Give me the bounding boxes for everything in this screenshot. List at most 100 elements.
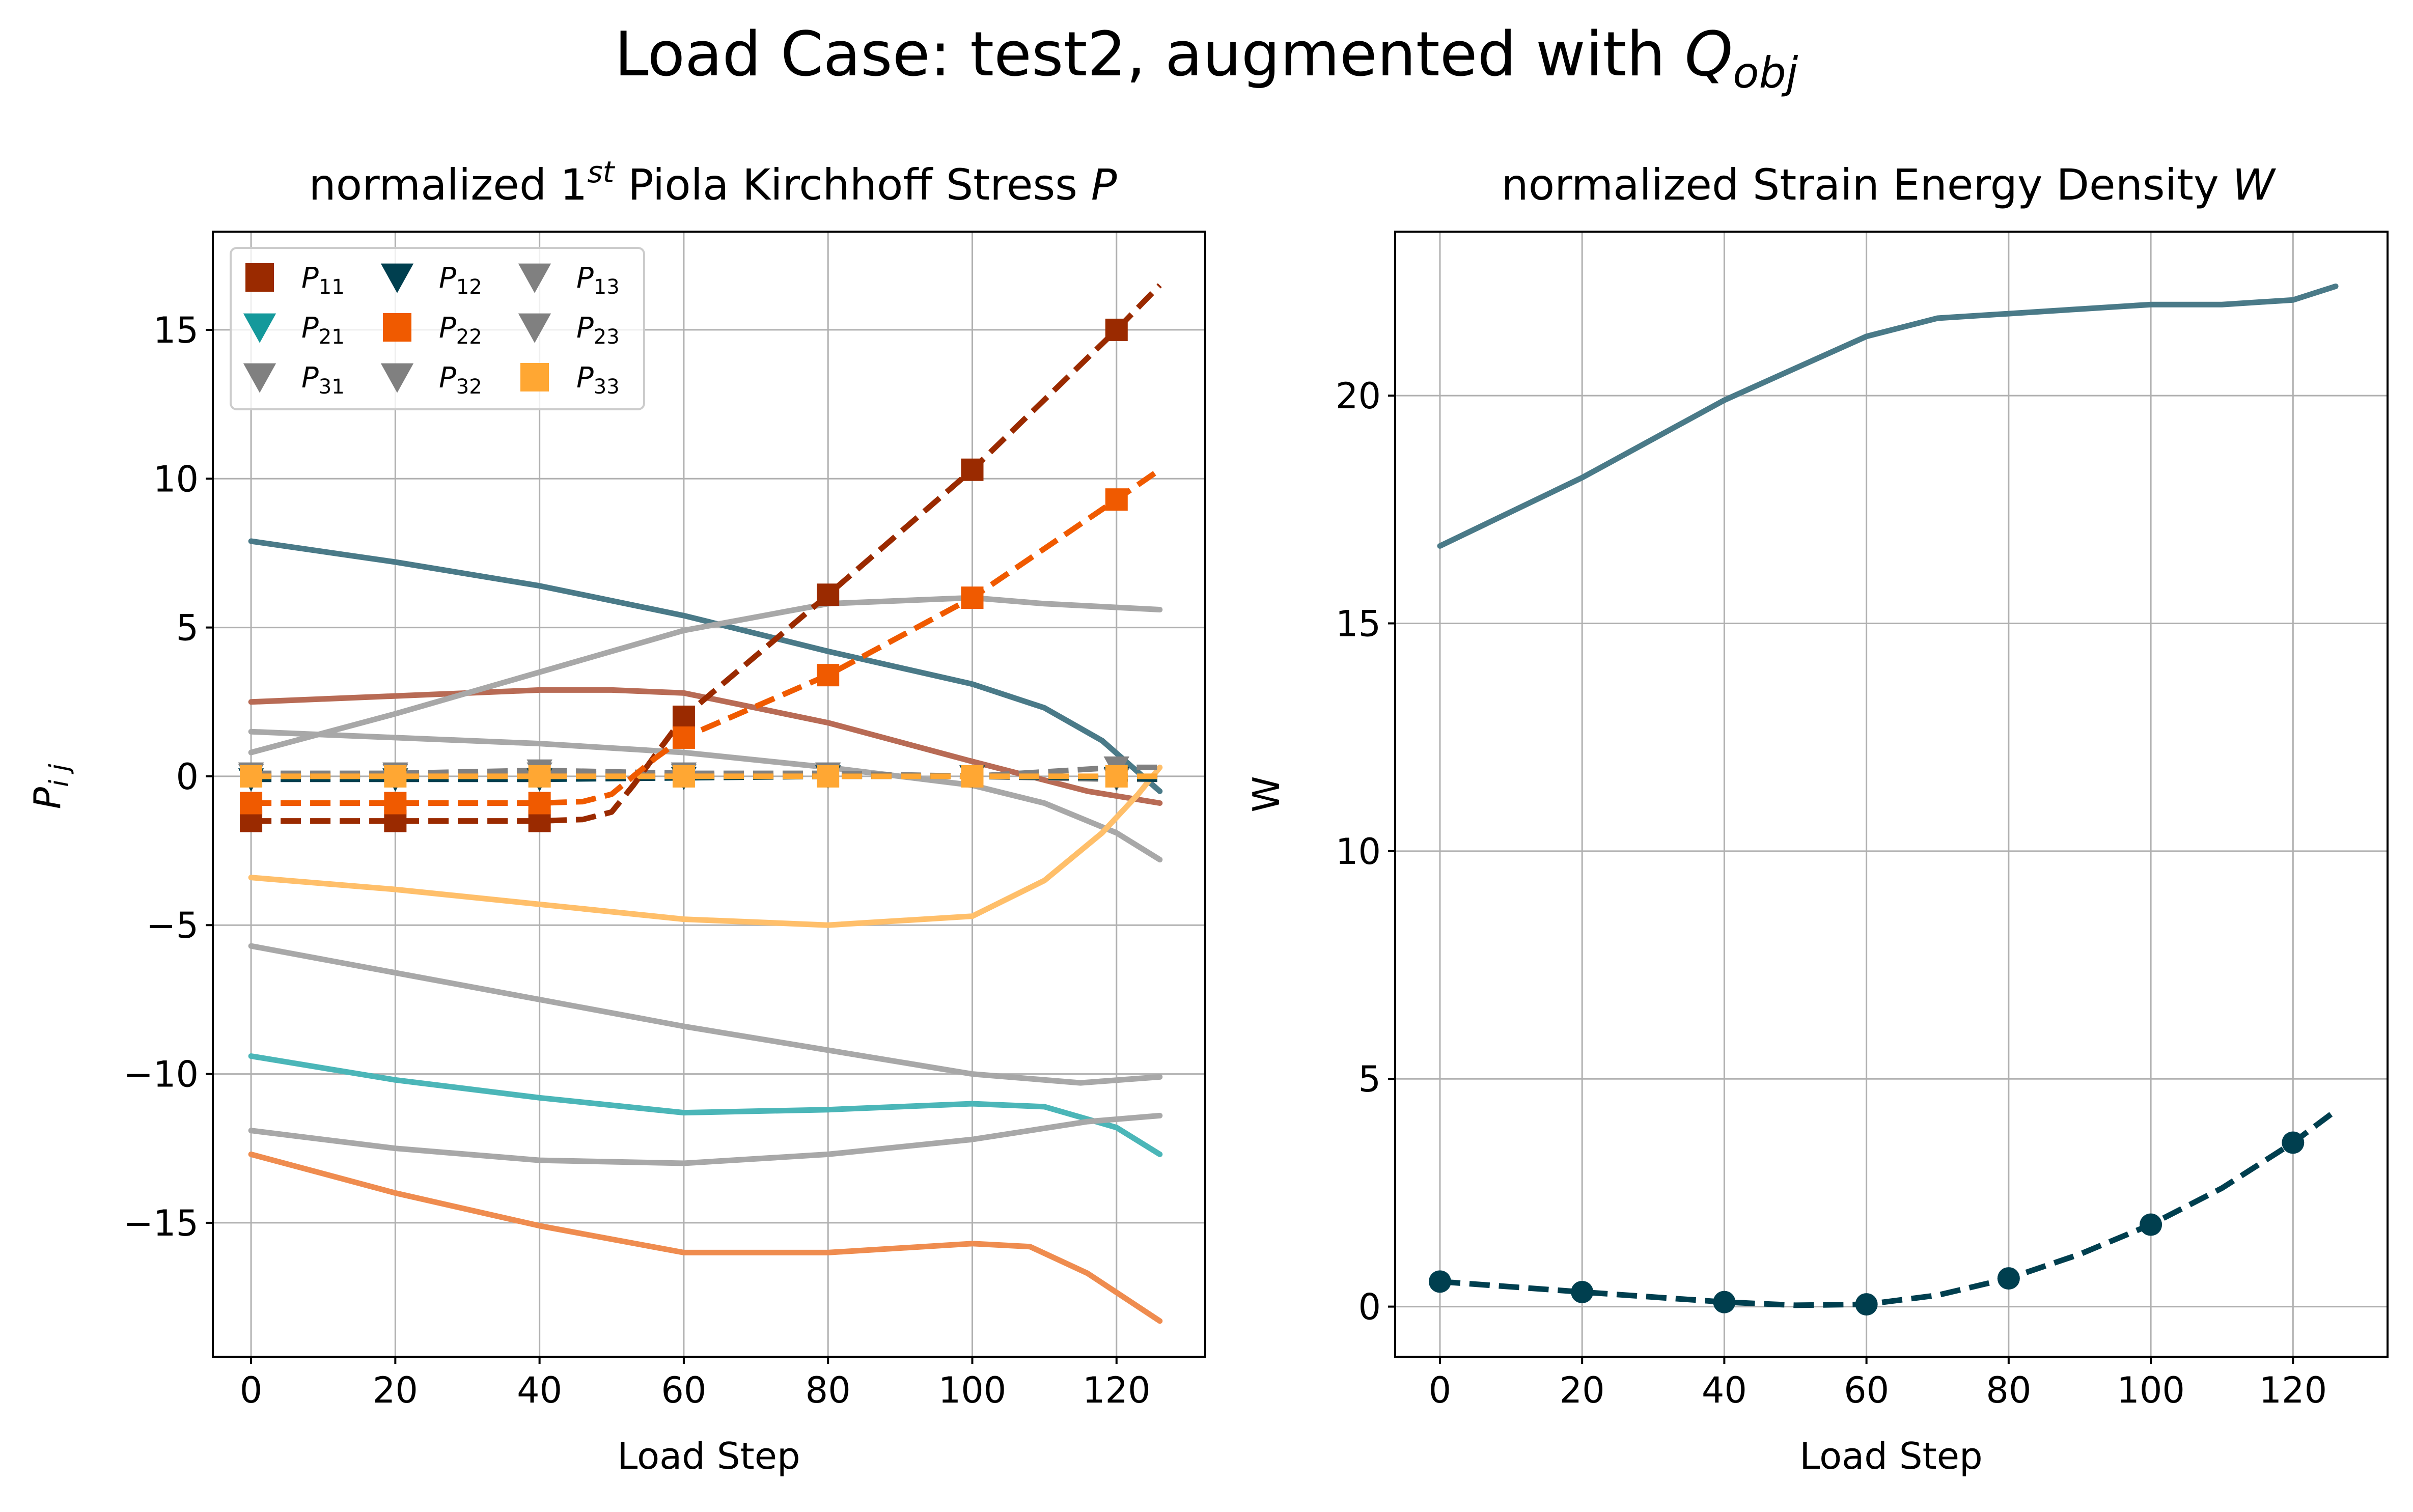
stress-data-marker [961, 458, 984, 481]
stress-xtick-label: 40 [517, 1369, 562, 1411]
legend-items: P11 P12 P13 P21 P22 P23 P31 P32 P33 [243, 262, 620, 399]
energy-axes-frame [1394, 231, 2389, 1358]
stress-solid-series-line [248, 764, 1163, 928]
stress-title-main: normalized 1 [309, 160, 588, 210]
energy-xtick-label: 40 [1702, 1369, 1747, 1411]
energy-grid [1395, 232, 2388, 1357]
energy-data-marker [1428, 1270, 1451, 1293]
energy-ticks: 0 20 40 60 80 100 120 0 5 10 15 20 [1336, 375, 2327, 1411]
stress-data-marker [672, 705, 695, 728]
figure-suptitle: Load Case: test2, augmented with Qobj [615, 19, 1798, 98]
stress-ticks: 0 20 40 60 80 100 120 −15 −10 −5 0 5 10 15 [123, 310, 1150, 1411]
stress-axes-frame [212, 231, 1206, 1358]
energy-chart-title: normalized Strain Energy Density W [1502, 160, 2277, 210]
legend-marker-p13 [518, 263, 551, 293]
suptitle-main-text: Load Case: test2, augmented with [615, 19, 1685, 90]
energy-data-marker [1855, 1293, 1878, 1316]
stress-xtick-label: 100 [938, 1369, 1007, 1411]
stress-solid-series-line [248, 538, 1163, 794]
stress-ylabel-sub: i j [44, 764, 75, 787]
stress-data-marker [384, 792, 407, 815]
stress-ytick-label: −5 [146, 905, 199, 946]
stress-solid-series-line [248, 943, 1163, 1086]
stress-xtick-label: 20 [373, 1369, 418, 1411]
legend-marker-p33 [520, 363, 549, 391]
energy-xtick-label: 20 [1560, 1369, 1605, 1411]
stress-data-marker [528, 792, 551, 815]
energy-xtick-label: 100 [2117, 1369, 2185, 1411]
legend-label-p33: P33 [576, 361, 620, 399]
legend-marker-p23 [518, 313, 551, 343]
energy-title-variable: W [2232, 160, 2276, 210]
stress-data-marker [961, 765, 984, 788]
stress-xlabel: Load Step [617, 1435, 800, 1477]
stress-data-marker [240, 792, 263, 815]
stress-chart-title: normalized 1st Piola Kirchhoff Stress P [309, 155, 1117, 210]
energy-xtick-label: 80 [1986, 1369, 2031, 1411]
energy-xtick-label: 0 [1429, 1369, 1452, 1411]
energy-ytick-label: 10 [1336, 831, 1381, 873]
legend-marker-p21 [243, 313, 276, 343]
stress-solid-series-line [248, 687, 1163, 806]
stress-legend: P11 P12 P13 P21 P22 P23 P31 P32 P33 [230, 247, 645, 410]
energy-dashed-series-line [1439, 1108, 2338, 1308]
stress-solid-series-line [248, 1112, 1163, 1166]
stress-data-marker [1105, 318, 1128, 341]
legend-marker-p11 [245, 263, 274, 292]
stress-data-marker [1105, 765, 1128, 788]
stress-ytick-label: −10 [123, 1054, 199, 1096]
stress-ytick-label: 0 [176, 756, 199, 798]
legend-label-p21: P21 [301, 312, 345, 349]
stress-data-marker [384, 765, 407, 788]
energy-data-marker [1997, 1267, 2020, 1290]
legend-label-p13: P13 [576, 262, 620, 299]
stress-series [238, 283, 1163, 1324]
energy-ytick-label: 5 [1358, 1058, 1381, 1100]
energy-xtick-label: 60 [1844, 1369, 1889, 1411]
energy-ytick-label: 15 [1336, 603, 1381, 645]
energy-data-marker [1571, 1280, 1594, 1303]
energy-xtick-label: 120 [2259, 1369, 2327, 1411]
stress-data-marker [817, 583, 840, 606]
energy-data-marker [2282, 1131, 2305, 1154]
stress-title-superscript: st [587, 155, 615, 189]
stress-ytick-label: 15 [153, 310, 199, 351]
stress-ytick-label: 5 [176, 607, 199, 649]
legend-label-p11: P11 [301, 262, 345, 299]
legend-label-p22: P22 [439, 312, 482, 349]
stress-data-marker [961, 586, 984, 609]
stress-ylabel-main: P [26, 787, 69, 809]
stress-xtick-label: 80 [806, 1369, 851, 1411]
stress-data-marker [817, 664, 840, 687]
stress-title-rest: Piola Kirchhoff Stress [614, 160, 1091, 210]
energy-xlabel: Load Step [1799, 1435, 1983, 1477]
stress-dashed-series-line [251, 467, 1161, 806]
energy-ytick-label: 20 [1336, 375, 1381, 417]
energy-ytick-label: 0 [1358, 1286, 1381, 1328]
stress-plot-area [213, 232, 1205, 1357]
energy-chart: normalized Strain Energy Density W 0 20 40… [1245, 160, 2389, 1477]
legend-label-p23: P23 [576, 312, 620, 349]
energy-data-marker [2140, 1213, 2162, 1236]
legend-marker-p32 [380, 363, 414, 393]
legend-marker-p22 [383, 313, 411, 342]
energy-ylabel: W [1245, 776, 1288, 812]
energy-solid-series-line [1437, 283, 2339, 549]
legend-label-p12: P12 [439, 262, 482, 299]
stress-ylabel: Pi j [26, 764, 75, 809]
stress-data-marker [672, 765, 695, 788]
stress-ytick-label: 10 [153, 458, 199, 500]
stress-solid-series-line [248, 595, 1163, 755]
stress-data-marker [240, 765, 263, 788]
stress-data-marker [528, 765, 551, 788]
stress-xtick-label: 120 [1083, 1369, 1151, 1411]
stress-data-marker [672, 726, 695, 749]
legend-label-p32: P32 [439, 361, 482, 399]
stress-xtick-label: 60 [661, 1369, 706, 1411]
energy-title-main: normalized Strain Energy Density [1502, 160, 2233, 210]
energy-data-marker [1713, 1291, 1736, 1313]
energy-series [1428, 283, 2339, 1316]
stress-chart: normalized 1st Piola Kirchhoff Stress P … [26, 155, 1206, 1477]
stress-data-marker [817, 765, 840, 788]
